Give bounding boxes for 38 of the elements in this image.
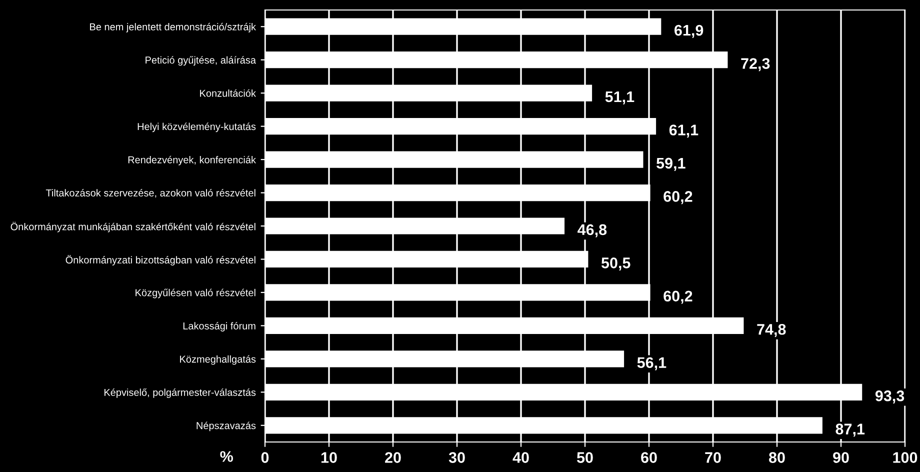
x-tick-label: 60 [641, 452, 657, 463]
x-tick-label: 40 [512, 452, 529, 463]
y-tick-label: Közmeghallgatás [180, 355, 256, 365]
data-label: 50,5 [601, 258, 630, 271]
y-tick-label: Petició gyűjtése, aláírása [146, 56, 256, 66]
x-tick-label: 10 [321, 452, 337, 463]
data-label: 93,3 [875, 390, 904, 404]
y-tick-label: Be nem jelentett demonstráció/sztrájk [90, 22, 256, 32]
y-tick-label: Képviselő, polgármester-választás [104, 388, 256, 398]
y-tick-label: Tiltakozások szervezése, azokon való részvétel [46, 189, 256, 198]
y-tick-label: Közgyűlésen való részvétel [136, 288, 256, 298]
data-label: 59,1 [656, 158, 686, 171]
y-tick-label: Önkormányzati bizottságban való részvétel [66, 255, 256, 266]
data-label: 56,1 [637, 357, 666, 370]
data-label: 61,9 [674, 24, 704, 38]
y-tick-label: Konzultációk [200, 89, 256, 97]
data-label: 60,2 [664, 191, 692, 204]
x-tick-label: 80 [768, 452, 785, 463]
data-label: 74,8 [757, 324, 786, 337]
data-label: 87,1 [836, 424, 865, 437]
y-tick-label: Rendezvények, konferenciák [128, 156, 256, 166]
x-tick-label: 0 [261, 452, 269, 463]
y-tick-label: Népszavazás [196, 422, 256, 432]
x-tick-label: 30 [448, 452, 465, 463]
data-label: 51,1 [605, 92, 634, 104]
x-tick-label: 20 [385, 452, 401, 463]
x-tick-label: 90 [833, 452, 849, 463]
y-tick-label: Helyi közvélemény-kutatás [138, 122, 256, 132]
data-label: 61,1 [669, 124, 698, 138]
x-axis-title: % [220, 451, 233, 462]
data-label: 72,3 [741, 58, 770, 72]
y-tick-label: Önkormányzat munkájában szakértőként való részvétel [10, 222, 256, 232]
x-tick-label: 100 [893, 452, 918, 463]
x-tick-label: 50 [576, 452, 593, 463]
x-tick-label: 70 [705, 452, 721, 463]
data-label: 46,8 [578, 224, 607, 238]
data-label: 60,2 [664, 290, 692, 304]
y-tick-label: Lakossági fórum [183, 322, 256, 332]
